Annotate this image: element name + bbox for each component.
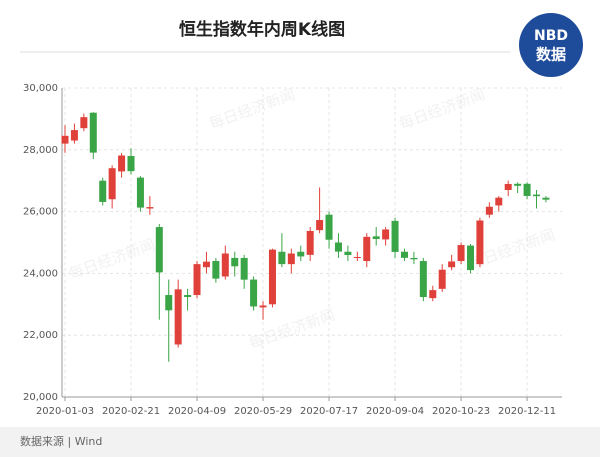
- candle-body: [316, 220, 324, 231]
- candle-body: [353, 256, 361, 258]
- candle-body: [363, 236, 371, 262]
- candle-body: [495, 197, 503, 206]
- candle-body: [306, 230, 314, 255]
- logo: [519, 13, 583, 77]
- candle-body: [118, 155, 126, 172]
- candle-body: [193, 264, 201, 296]
- candle-body: [438, 269, 446, 289]
- x-tick-label: 2020-10-23: [432, 406, 490, 417]
- y-tick-label: 22,000: [23, 330, 58, 341]
- logo-text: 数据: [536, 46, 566, 64]
- candle-body: [391, 220, 399, 252]
- candle-body: [400, 251, 408, 258]
- candle-body: [259, 305, 267, 308]
- candle-body: [70, 130, 78, 141]
- candle-body: [334, 242, 342, 252]
- candle-body: [325, 214, 333, 240]
- x-tick-label: 2020-02-21: [102, 406, 160, 417]
- candle-body: [89, 112, 97, 153]
- y-tick-label: 26,000: [23, 207, 58, 218]
- candle-body: [231, 257, 239, 267]
- candle-body: [212, 261, 220, 279]
- candle-body: [136, 177, 144, 208]
- candle-body: [108, 168, 116, 200]
- candle-body: [146, 207, 154, 209]
- y-tick-label: 30,000: [23, 83, 58, 94]
- candle-body: [278, 251, 286, 265]
- candle-body: [533, 194, 540, 197]
- candle-body: [80, 117, 88, 129]
- x-tick-label: 2020-07-17: [300, 406, 358, 417]
- candle-body: [174, 289, 182, 345]
- x-tick-label: 2020-12-11: [498, 406, 556, 417]
- x-tick-label: 2020-04-09: [168, 406, 226, 417]
- y-tick-label: 20,000: [23, 392, 58, 403]
- logo-text: NBD: [534, 28, 568, 44]
- y-tick-label: 28,000: [23, 145, 58, 156]
- candle-body: [429, 290, 437, 299]
- candle-body: [250, 279, 258, 307]
- candle-body: [287, 253, 295, 265]
- candle-body: [410, 257, 418, 260]
- candle-body: [542, 197, 550, 200]
- y-tick-label: 24,000: [23, 268, 58, 279]
- candle-body: [268, 249, 276, 305]
- candle-body: [485, 206, 493, 215]
- candle-body: [221, 253, 229, 277]
- candle-body: [457, 245, 465, 262]
- candle-body: [155, 227, 163, 273]
- candle-body: [476, 220, 484, 265]
- x-tick-label: 2020-09-04: [366, 406, 424, 417]
- candle-body: [419, 261, 427, 298]
- footer-band: [0, 427, 600, 457]
- source: 数据来源 | Wind: [20, 434, 102, 448]
- candle-body: [240, 257, 248, 280]
- candle-body: [202, 261, 210, 268]
- x-tick-label: 2020-05-29: [234, 406, 292, 417]
- candle-body: [448, 261, 456, 268]
- candle-body: [466, 245, 474, 271]
- candle-body: [165, 295, 173, 311]
- candle-body: [61, 135, 69, 144]
- candle-body: [372, 236, 380, 240]
- candle-body: [344, 251, 352, 256]
- candle-body: [99, 180, 107, 202]
- candle-body: [514, 183, 522, 186]
- candle-body: [504, 183, 512, 190]
- chart-title: 恒生指数年内周K线图: [179, 19, 345, 40]
- candle-body: [127, 155, 135, 172]
- candle-body: [297, 251, 305, 257]
- candle-body: [184, 295, 192, 298]
- candle-body: [523, 183, 531, 196]
- candle-body: [382, 229, 390, 240]
- x-tick-label: 2020-01-03: [36, 406, 94, 417]
